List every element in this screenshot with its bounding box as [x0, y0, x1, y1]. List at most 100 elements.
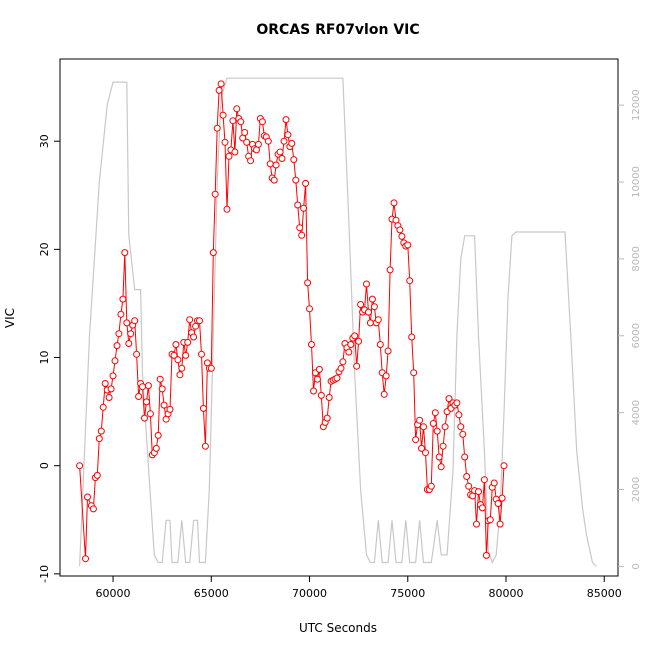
vic-point — [170, 351, 178, 359]
vic-point — [325, 394, 333, 401]
vic-point — [266, 160, 274, 168]
vic-point — [109, 372, 117, 380]
vic-point — [84, 493, 91, 501]
vic-point — [146, 410, 154, 418]
vic-point — [174, 356, 182, 364]
vic-point — [158, 385, 166, 393]
vic-point — [241, 129, 249, 136]
y-tick-label: 20 — [38, 242, 51, 256]
vic-point — [404, 241, 412, 249]
vic-point — [494, 500, 502, 507]
vic-point — [101, 380, 109, 387]
vic-point — [280, 137, 288, 145]
vic-series — [76, 80, 508, 563]
vic-point — [288, 139, 296, 147]
vic-point — [233, 105, 241, 113]
vic-point — [365, 308, 372, 316]
vic-point — [284, 131, 292, 139]
vic-point — [107, 385, 115, 393]
vic-point — [459, 430, 467, 438]
vic-point — [386, 266, 394, 274]
vic-point — [374, 316, 382, 324]
vic-point — [418, 444, 425, 452]
y-right-tick-label: 8000 — [631, 246, 642, 271]
vic-point — [76, 462, 84, 470]
vic-point — [441, 423, 449, 431]
y-tick-label: 30 — [38, 134, 51, 148]
vic-point — [445, 395, 453, 403]
vic-point — [143, 398, 150, 406]
vic-point — [308, 341, 315, 348]
vic-point — [480, 476, 488, 484]
vic-point — [382, 372, 390, 380]
vic-point — [306, 305, 313, 313]
vic-point — [310, 387, 317, 395]
vic-point — [209, 249, 217, 257]
vic-point — [500, 462, 508, 470]
vic-point — [333, 374, 341, 382]
vic-point — [221, 138, 229, 146]
vic-point — [429, 420, 437, 427]
vic-point — [196, 317, 203, 325]
vic-point — [353, 362, 361, 370]
vic-point — [296, 224, 304, 232]
vic-point — [406, 277, 414, 285]
vic-point — [89, 505, 97, 513]
vic-point — [282, 116, 290, 124]
y-axis-left: -10 0 10 20 30 — [38, 134, 60, 583]
vic-point — [115, 330, 123, 338]
vic-point — [207, 364, 215, 372]
vic-point — [370, 303, 378, 311]
vic-line — [79, 83, 505, 559]
vic-point — [113, 342, 121, 350]
vic-point — [433, 427, 441, 435]
altitude-series — [79, 77, 597, 567]
vic-point — [219, 111, 227, 119]
vic-point — [186, 316, 194, 324]
y-right-tick-label: 2000 — [631, 477, 642, 502]
vic-point — [237, 118, 245, 126]
vic-point — [213, 124, 221, 132]
y-axis-right: 0 2000 4000 6000 8000 10000 12000 — [618, 89, 642, 570]
vic-point — [437, 463, 445, 471]
vic-point — [276, 148, 284, 156]
vic-point — [199, 404, 207, 412]
vic-point — [431, 409, 439, 417]
vic-point — [117, 310, 125, 318]
vic-point — [152, 444, 160, 452]
vic-point — [127, 330, 135, 338]
x-axis: 60000 65000 70000 75000 80000 85000 — [96, 576, 622, 600]
vic-point — [363, 280, 370, 288]
y-right-tick-label: 4000 — [631, 400, 642, 425]
vic-point — [345, 348, 353, 356]
vic-point — [97, 427, 105, 435]
vic-point — [125, 340, 133, 347]
vic-point — [166, 405, 174, 413]
vic-point — [376, 341, 384, 348]
x-tick-label: 60000 — [96, 587, 131, 600]
vic-point — [139, 383, 146, 391]
vic-point — [355, 337, 363, 345]
vic-point — [351, 332, 359, 340]
vic-point — [223, 205, 231, 213]
vic-point — [190, 333, 198, 341]
vic-point — [154, 431, 162, 439]
vic-point — [339, 358, 347, 366]
vic-point — [396, 226, 404, 234]
y-axis-label: VIC — [3, 308, 17, 328]
x-tick-label: 80000 — [489, 587, 524, 600]
x-axis-label: UTC Seconds — [299, 621, 377, 635]
vic-point — [313, 375, 321, 383]
vic-point — [182, 351, 190, 359]
vic-point — [119, 295, 127, 303]
vic-point — [463, 473, 471, 480]
y-tick-label: 10 — [38, 351, 51, 365]
vic-point — [302, 179, 310, 187]
vic-point — [270, 176, 278, 184]
vic-point — [490, 479, 498, 487]
vic-point — [498, 494, 506, 502]
vic-point — [384, 347, 392, 355]
x-tick-label: 75000 — [390, 587, 425, 600]
vic-point — [123, 319, 131, 327]
plot-frame — [59, 58, 619, 577]
